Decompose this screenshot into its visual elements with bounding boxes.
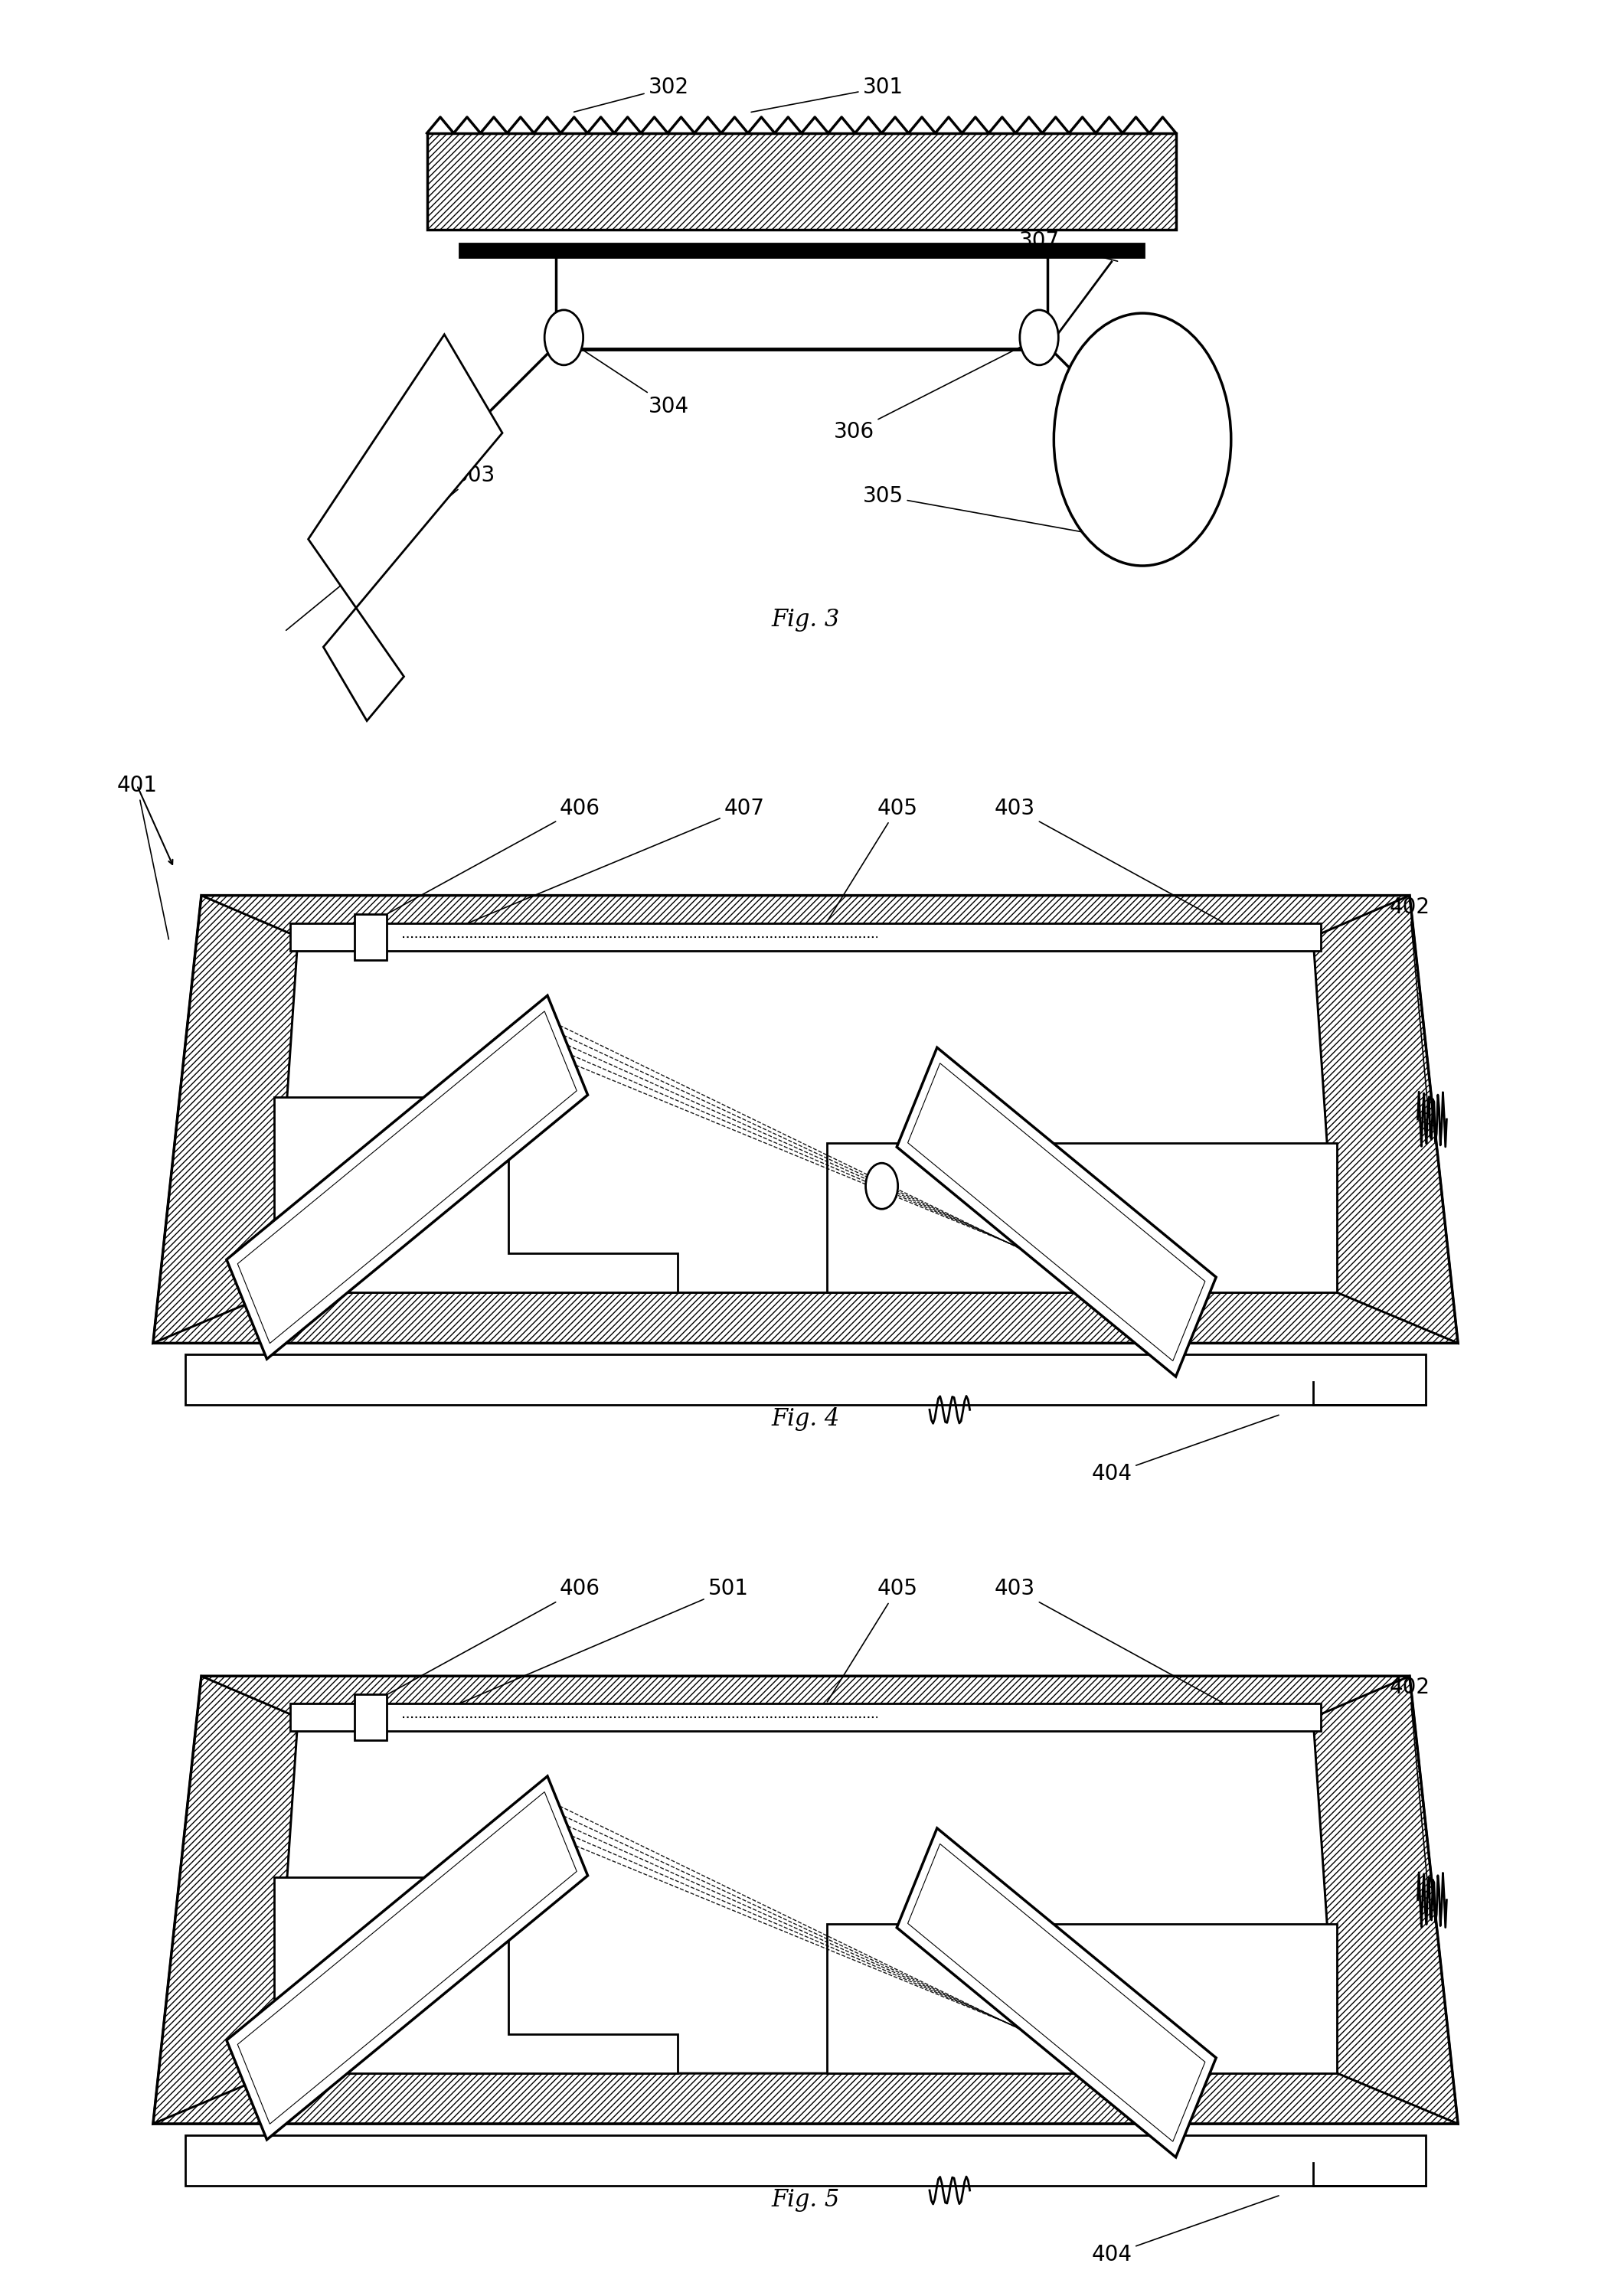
Polygon shape bbox=[153, 895, 298, 1343]
Bar bbox=[185, 1355, 1426, 1405]
Polygon shape bbox=[153, 1293, 1458, 1343]
Polygon shape bbox=[237, 1791, 577, 2124]
Polygon shape bbox=[274, 1717, 1337, 2073]
Text: 501: 501 bbox=[429, 1577, 749, 1717]
Text: 402: 402 bbox=[1389, 1676, 1431, 1899]
Text: 405: 405 bbox=[826, 797, 918, 921]
Bar bbox=[290, 923, 1321, 951]
Polygon shape bbox=[897, 1828, 1216, 2158]
Polygon shape bbox=[274, 937, 1337, 1293]
Polygon shape bbox=[826, 1924, 1337, 2073]
Text: 305: 305 bbox=[862, 484, 1141, 542]
Polygon shape bbox=[907, 1844, 1205, 2142]
Polygon shape bbox=[201, 1676, 1410, 1717]
Text: 302: 302 bbox=[574, 76, 690, 113]
Polygon shape bbox=[274, 1878, 678, 2073]
Bar bbox=[427, 133, 1176, 230]
Bar bbox=[459, 243, 1144, 257]
Circle shape bbox=[1054, 312, 1231, 565]
Text: 406: 406 bbox=[372, 1577, 601, 1704]
Bar bbox=[354, 914, 387, 960]
Bar bbox=[354, 1694, 387, 1740]
Text: 303: 303 bbox=[287, 464, 496, 631]
Text: 306: 306 bbox=[833, 338, 1037, 443]
Text: 403: 403 bbox=[994, 797, 1223, 923]
Circle shape bbox=[545, 310, 583, 365]
Polygon shape bbox=[1313, 895, 1458, 1343]
Polygon shape bbox=[308, 335, 503, 721]
Text: 404: 404 bbox=[1091, 2195, 1279, 2266]
Text: 401: 401 bbox=[116, 774, 169, 939]
Circle shape bbox=[865, 1164, 897, 1210]
Polygon shape bbox=[201, 895, 1410, 937]
Text: 403: 403 bbox=[994, 1577, 1223, 1704]
Text: 304: 304 bbox=[565, 340, 690, 418]
Polygon shape bbox=[897, 1047, 1216, 1378]
Polygon shape bbox=[274, 1097, 678, 1293]
Polygon shape bbox=[153, 2073, 1458, 2124]
Polygon shape bbox=[237, 1010, 577, 1343]
Bar bbox=[185, 2135, 1426, 2186]
Polygon shape bbox=[227, 996, 588, 1359]
Text: 406: 406 bbox=[372, 797, 601, 923]
Polygon shape bbox=[227, 1777, 588, 2140]
Text: 407: 407 bbox=[437, 797, 765, 937]
Polygon shape bbox=[153, 1676, 298, 2124]
Text: 404: 404 bbox=[1091, 1414, 1279, 1486]
Text: Fig. 3: Fig. 3 bbox=[772, 608, 839, 631]
Polygon shape bbox=[826, 1143, 1337, 1293]
Text: Fig. 5: Fig. 5 bbox=[772, 2188, 839, 2211]
Bar bbox=[290, 1704, 1321, 1731]
Text: 405: 405 bbox=[826, 1577, 918, 1701]
Text: 307: 307 bbox=[1018, 230, 1118, 262]
Text: Fig. 4: Fig. 4 bbox=[772, 1407, 839, 1430]
Polygon shape bbox=[907, 1063, 1205, 1362]
Circle shape bbox=[1020, 310, 1058, 365]
Polygon shape bbox=[1313, 1676, 1458, 2124]
Text: 402: 402 bbox=[1389, 895, 1431, 1118]
Text: 301: 301 bbox=[751, 76, 904, 113]
